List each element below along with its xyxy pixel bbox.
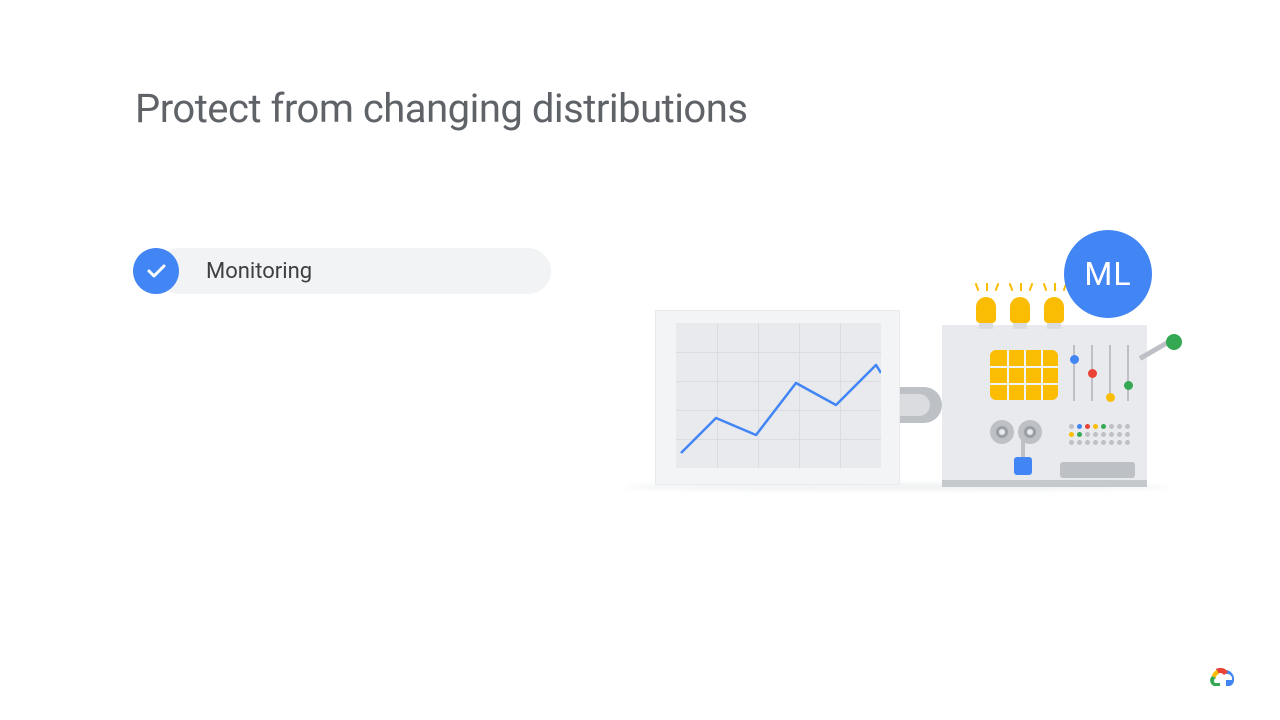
- indicator-dots: [1069, 420, 1137, 452]
- google-cloud-logo-icon: [1206, 664, 1238, 690]
- slider: [1091, 345, 1093, 401]
- connector: [900, 387, 942, 423]
- bulb-icon: [976, 297, 996, 323]
- lever: [1142, 338, 1182, 378]
- bulb-icon: [1010, 297, 1030, 323]
- slide-title: Protect from changing distributions: [135, 85, 747, 132]
- illustration: ML: [620, 225, 1190, 495]
- connector-bar: [1021, 436, 1025, 458]
- machine-body: [942, 325, 1147, 485]
- machine-base: [942, 480, 1147, 487]
- chip: [990, 350, 1058, 400]
- ml-badge-text: ML: [1084, 255, 1131, 293]
- monitoring-pill: Monitoring: [133, 248, 551, 294]
- small-box: [1014, 457, 1032, 475]
- bottom-bar: [1060, 462, 1135, 478]
- chart-grid: [676, 323, 881, 468]
- slider: [1073, 345, 1075, 401]
- chart-line: [676, 323, 881, 468]
- pill-label: Monitoring: [206, 259, 312, 284]
- check-icon: [133, 248, 179, 294]
- reel-icon: [990, 420, 1014, 444]
- chart-panel: [655, 310, 900, 485]
- bulb-icon: [1044, 297, 1064, 323]
- pill-background: Monitoring: [156, 248, 551, 294]
- slider: [1109, 345, 1111, 401]
- ml-badge: ML: [1064, 230, 1152, 318]
- slider: [1127, 345, 1129, 401]
